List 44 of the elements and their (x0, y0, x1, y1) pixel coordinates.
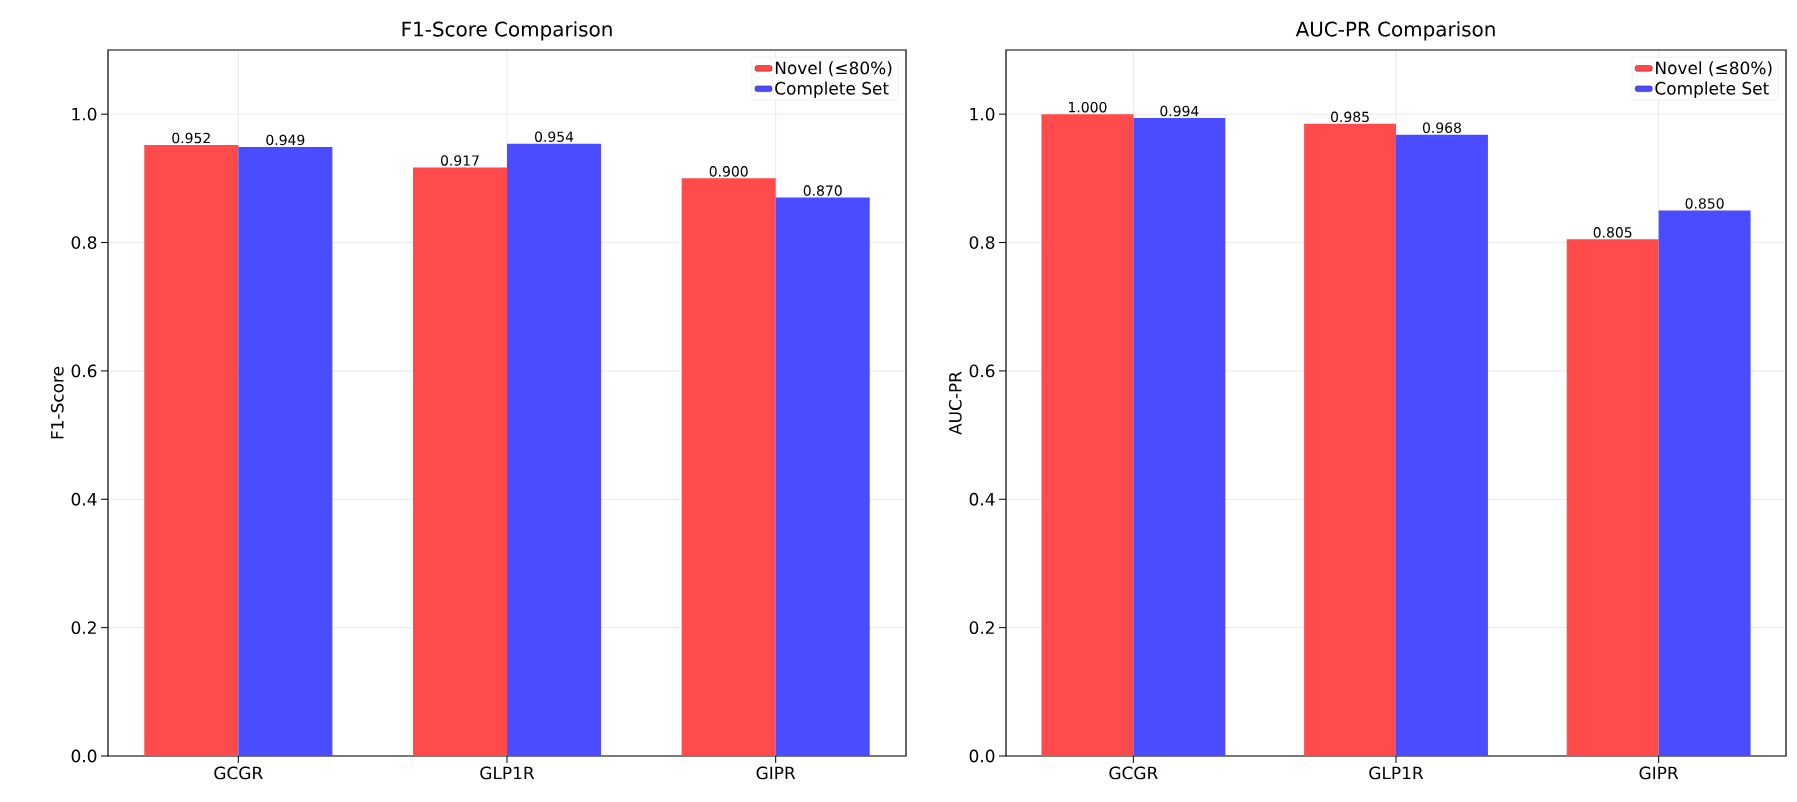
data-label: 0.850 (1685, 198, 1724, 209)
chart-title: AUC-PR Comparison (1295, 21, 1495, 41)
bar (1133, 118, 1226, 756)
y-axis-title: F1-Score (50, 366, 64, 439)
bar (1658, 210, 1751, 756)
legend-label: Complete Set (1655, 81, 1769, 98)
data-label: 0.952 (172, 132, 210, 144)
x-tick-label: GLP1R (480, 766, 535, 780)
data-label: 0.917 (440, 155, 479, 166)
bar (1396, 134, 1488, 756)
x-tick-label: GCGR (214, 766, 263, 780)
bar (1041, 114, 1134, 756)
y-tick-label: 0.4 (969, 492, 995, 506)
y-tick-label: 0.6 (969, 364, 995, 378)
data-label: 1.000 (1068, 101, 1107, 113)
x-tick-label: GIPR (756, 766, 796, 780)
y-tick-label: 0.0 (71, 749, 97, 763)
x-tick-label: GIPR (1639, 766, 1679, 780)
y-tick-label: 0.2 (71, 621, 96, 635)
data-label: 0.805 (1593, 227, 1632, 238)
data-label: 0.949 (266, 134, 305, 146)
x-tick-label: GLP1R (1369, 766, 1424, 780)
legend-label: Novel (≤80%) (775, 61, 892, 77)
x-tick-label: GCGR (1109, 766, 1158, 780)
chart-title: F1-Score Comparison (402, 21, 612, 41)
bar (1566, 239, 1659, 756)
bar (1304, 123, 1397, 756)
data-label: 0.994 (1160, 105, 1199, 117)
legend-label: Novel (≤80%) (1656, 61, 1772, 77)
y-tick-label: 0.8 (71, 236, 97, 249)
y-tick-label: 1.0 (72, 107, 97, 121)
y-tick-label: 0.8 (969, 236, 995, 249)
y-tick-label: 1.0 (970, 107, 995, 121)
data-label: 0.968 (1422, 122, 1461, 134)
data-label: 0.985 (1331, 111, 1369, 123)
legend-label: Complete Set (775, 81, 889, 98)
y-tick-label: 0.0 (969, 749, 995, 763)
y-tick-label: 0.6 (71, 364, 97, 378)
y-axis-title: AUC-PR (948, 371, 962, 435)
data-label: 0.954 (534, 131, 574, 142)
data-label: 0.900 (709, 166, 748, 177)
y-tick-label: 0.2 (969, 621, 994, 635)
y-tick-label: 0.4 (71, 492, 97, 506)
data-label: 0.870 (803, 185, 842, 196)
